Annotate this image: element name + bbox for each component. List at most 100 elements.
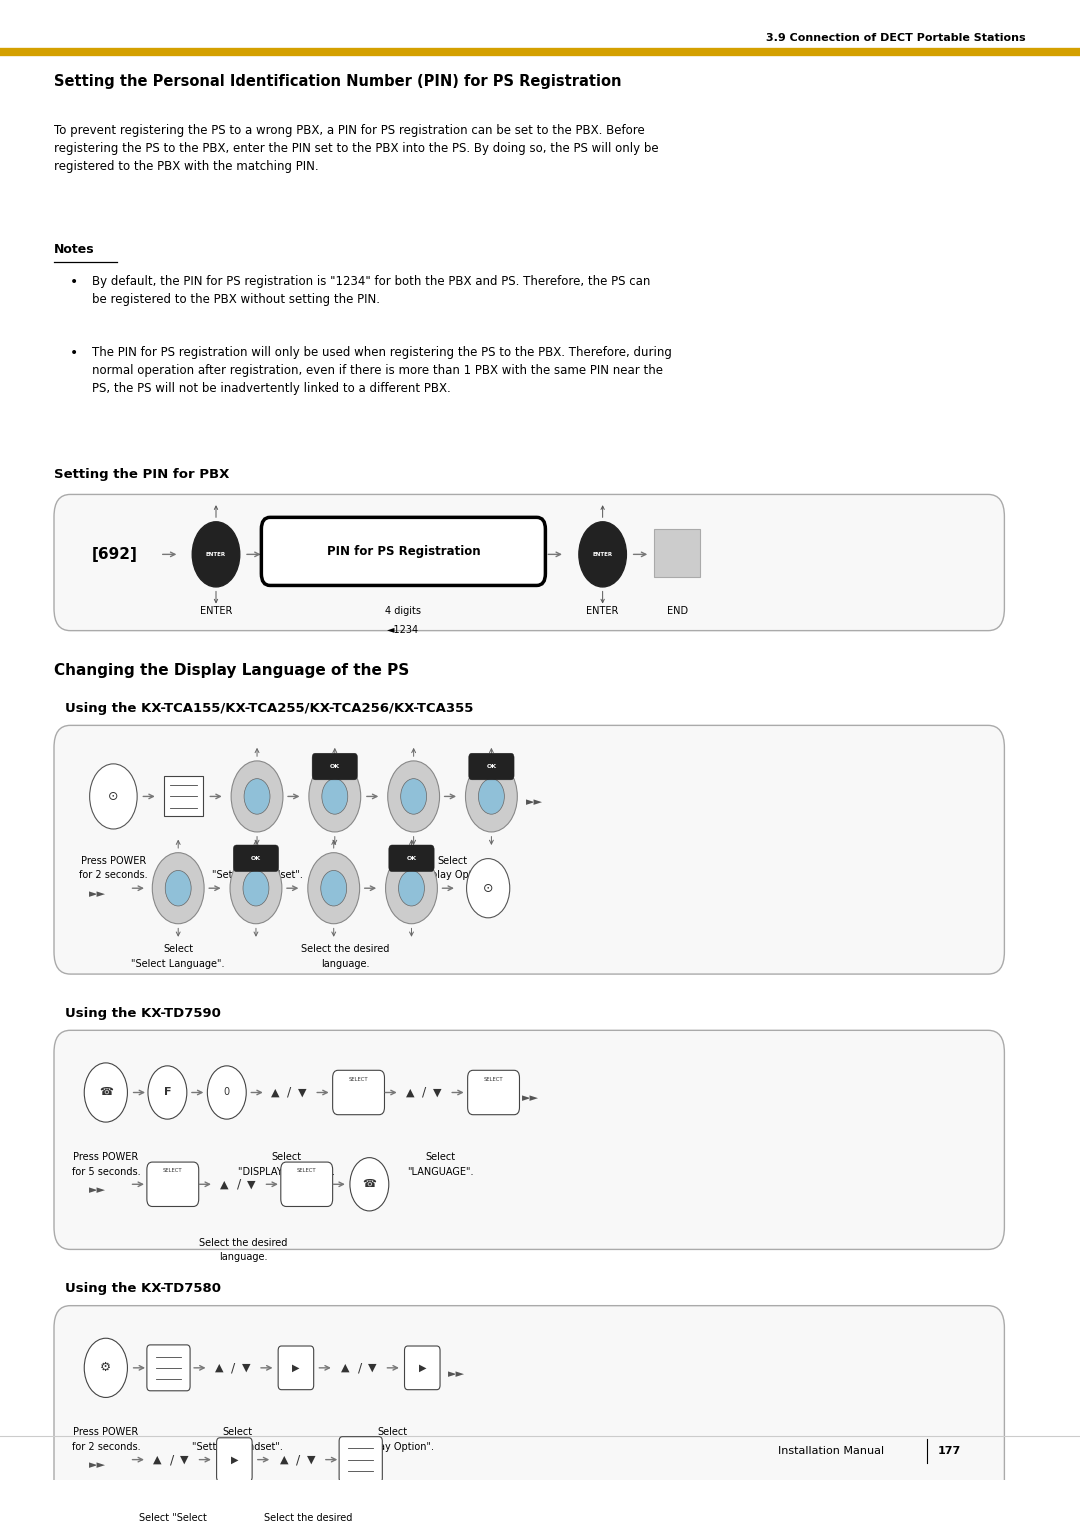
Text: •: • [70, 347, 79, 361]
Text: ☎: ☎ [99, 1088, 112, 1097]
Text: 177: 177 [937, 1445, 961, 1456]
Text: To prevent registering the PS to a wrong PBX, a PIN for PS registration can be s: To prevent registering the PS to a wrong… [54, 124, 659, 173]
FancyBboxPatch shape [54, 1030, 1004, 1250]
Text: END: END [666, 605, 688, 616]
Text: ENTER: ENTER [586, 605, 619, 616]
FancyBboxPatch shape [147, 1163, 199, 1207]
Circle shape [165, 871, 191, 906]
Text: ◄1234: ◄1234 [388, 625, 419, 636]
Circle shape [231, 761, 283, 831]
Text: ►►: ►► [526, 798, 543, 807]
Circle shape [350, 1158, 389, 1210]
FancyBboxPatch shape [389, 845, 434, 871]
Text: ENTER: ENTER [206, 552, 226, 556]
Text: ▶: ▶ [419, 1363, 426, 1372]
Text: SELECT: SELECT [484, 1077, 503, 1082]
Text: Select "Select: Select "Select [139, 1513, 206, 1523]
Text: ►►: ►► [522, 1094, 539, 1103]
Circle shape [467, 859, 510, 918]
Text: Press POWER: Press POWER [81, 856, 146, 866]
Text: ▲: ▲ [341, 1363, 350, 1372]
Circle shape [465, 761, 517, 831]
Text: ▼: ▼ [433, 1088, 442, 1097]
FancyBboxPatch shape [333, 1070, 384, 1115]
Circle shape [84, 1339, 127, 1398]
Text: "LANGUAGE".: "LANGUAGE". [407, 1166, 474, 1177]
Circle shape [322, 779, 348, 814]
Text: Using the KX-TD7580: Using the KX-TD7580 [65, 1282, 220, 1296]
Text: Setting the Personal Identification Number (PIN) for PS Registration: Setting the Personal Identification Numb… [54, 73, 621, 89]
Text: "Display Option".: "Display Option". [410, 871, 495, 880]
Text: Select: Select [437, 856, 468, 866]
Text: SELECT: SELECT [297, 1169, 316, 1174]
Circle shape [90, 764, 137, 830]
FancyBboxPatch shape [339, 1436, 382, 1482]
FancyBboxPatch shape [54, 726, 1004, 973]
Text: ▼: ▼ [180, 1455, 189, 1465]
Text: /: / [422, 1086, 427, 1099]
Text: ▼: ▼ [242, 1363, 251, 1372]
Text: "Display Option".: "Display Option". [350, 1442, 434, 1452]
Text: language.: language. [219, 1253, 267, 1262]
Circle shape [308, 853, 360, 924]
Text: ▼: ▼ [298, 1088, 307, 1097]
Text: OK: OK [406, 856, 417, 860]
Text: Press POWER: Press POWER [73, 1427, 138, 1436]
Text: ▼: ▼ [247, 1180, 256, 1189]
Text: ▲: ▲ [280, 1455, 288, 1465]
Circle shape [399, 871, 424, 906]
Text: F: F [164, 1088, 171, 1097]
Text: Notes: Notes [54, 243, 95, 255]
FancyBboxPatch shape [54, 495, 1004, 631]
Text: Changing the Display Language of the PS: Changing the Display Language of the PS [54, 663, 409, 678]
Text: /: / [287, 1086, 292, 1099]
Text: SELECT: SELECT [349, 1077, 368, 1082]
Text: ▲: ▲ [215, 1363, 224, 1372]
FancyBboxPatch shape [261, 518, 545, 585]
Text: Press POWER: Press POWER [73, 1152, 138, 1161]
FancyBboxPatch shape [147, 1345, 190, 1390]
Text: ENTER: ENTER [200, 605, 232, 616]
Text: "Select Language".: "Select Language". [132, 960, 225, 969]
FancyBboxPatch shape [281, 1163, 333, 1207]
Text: /: / [231, 1361, 235, 1374]
Text: ▲: ▲ [220, 1180, 229, 1189]
Text: ⊙: ⊙ [483, 882, 494, 895]
Text: Select: Select [163, 944, 193, 955]
Text: for 2 seconds.: for 2 seconds. [79, 871, 148, 880]
FancyBboxPatch shape [468, 1070, 519, 1115]
Text: Select: Select [242, 856, 272, 866]
Text: 0: 0 [224, 1088, 230, 1097]
Circle shape [243, 871, 269, 906]
Circle shape [321, 871, 347, 906]
Text: ▲: ▲ [271, 1088, 280, 1097]
Text: Select: Select [271, 1152, 301, 1161]
Text: 3.9 Connection of DECT Portable Stations: 3.9 Connection of DECT Portable Stations [767, 32, 1026, 43]
Text: Select: Select [377, 1427, 407, 1436]
Circle shape [386, 853, 437, 924]
Text: Using the KX-TCA155/KX-TCA255/KX-TCA256/KX-TCA355: Using the KX-TCA155/KX-TCA255/KX-TCA256/… [65, 701, 473, 715]
Text: for 2 seconds.: for 2 seconds. [71, 1442, 140, 1452]
Text: •: • [70, 275, 79, 289]
Text: for 5 seconds.: for 5 seconds. [71, 1166, 140, 1177]
Bar [164, 776, 203, 816]
Text: ⚙: ⚙ [100, 1361, 111, 1374]
Text: ▲: ▲ [406, 1088, 415, 1097]
Circle shape [579, 521, 626, 587]
Circle shape [152, 853, 204, 924]
Text: ▶: ▶ [231, 1455, 238, 1465]
Text: [692]: [692] [92, 547, 137, 562]
Text: Using the KX-TD7590: Using the KX-TD7590 [65, 1007, 220, 1019]
Text: OK: OK [251, 856, 261, 860]
Text: OK: OK [486, 764, 497, 769]
Circle shape [84, 1063, 127, 1122]
Circle shape [309, 761, 361, 831]
Text: The PIN for PS registration will only be used when registering the PS to the PBX: The PIN for PS registration will only be… [92, 347, 672, 396]
Text: ▶: ▶ [293, 1363, 299, 1372]
Text: ►►: ►► [89, 1186, 106, 1195]
Text: ▼: ▼ [368, 1363, 377, 1372]
Text: /: / [237, 1178, 241, 1190]
Text: SELECT: SELECT [163, 1169, 183, 1174]
Bar [654, 529, 700, 576]
Circle shape [388, 761, 440, 831]
